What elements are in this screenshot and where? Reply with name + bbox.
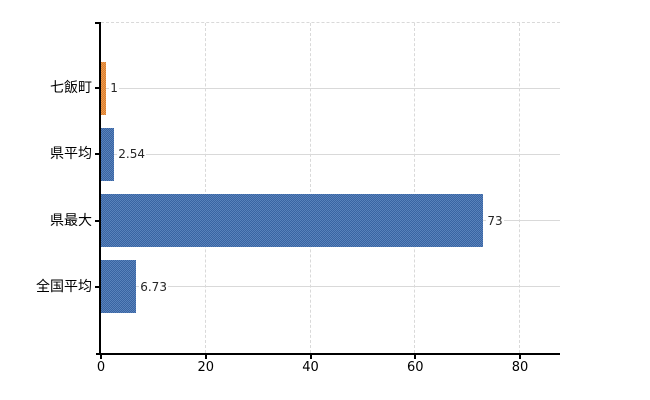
value-label: 73 xyxy=(486,212,504,229)
x-axis xyxy=(96,353,560,355)
y-tick xyxy=(95,87,101,90)
x-tick-label: 60 xyxy=(406,360,424,375)
h-gridline xyxy=(101,153,560,155)
category-label: 県最大 xyxy=(50,212,92,229)
y-tick xyxy=(95,285,101,288)
bar xyxy=(101,127,115,181)
v-gridline xyxy=(309,23,311,353)
y-axis xyxy=(99,22,101,353)
category-label: 県平均 xyxy=(50,146,92,163)
x-tick xyxy=(309,355,312,359)
x-tick-label: 0 xyxy=(96,360,106,375)
h-gridline xyxy=(101,286,560,288)
x-tick xyxy=(204,355,207,359)
y-tick xyxy=(95,219,101,222)
value-label: 2.54 xyxy=(117,146,147,163)
category-label: 全国平均 xyxy=(36,278,92,295)
x-tick xyxy=(414,355,417,359)
bar xyxy=(101,194,484,248)
v-gridline xyxy=(204,23,206,353)
x-tick xyxy=(100,355,102,359)
h-gridline xyxy=(101,87,560,89)
category-label: 七飯町 xyxy=(50,80,92,97)
value-label: 1 xyxy=(109,80,119,97)
x-tick xyxy=(519,355,521,359)
plot-area xyxy=(101,22,560,354)
v-gridline xyxy=(519,23,520,353)
bar xyxy=(101,260,137,314)
v-gridline xyxy=(414,23,416,353)
y-tick xyxy=(95,22,101,24)
x-tick-label: 40 xyxy=(302,360,319,375)
x-tick-label: 20 xyxy=(197,360,215,375)
value-label: 6.73 xyxy=(139,278,168,295)
bar xyxy=(101,61,107,115)
x-tick-label: 80 xyxy=(511,360,529,375)
y-tick xyxy=(95,153,101,156)
